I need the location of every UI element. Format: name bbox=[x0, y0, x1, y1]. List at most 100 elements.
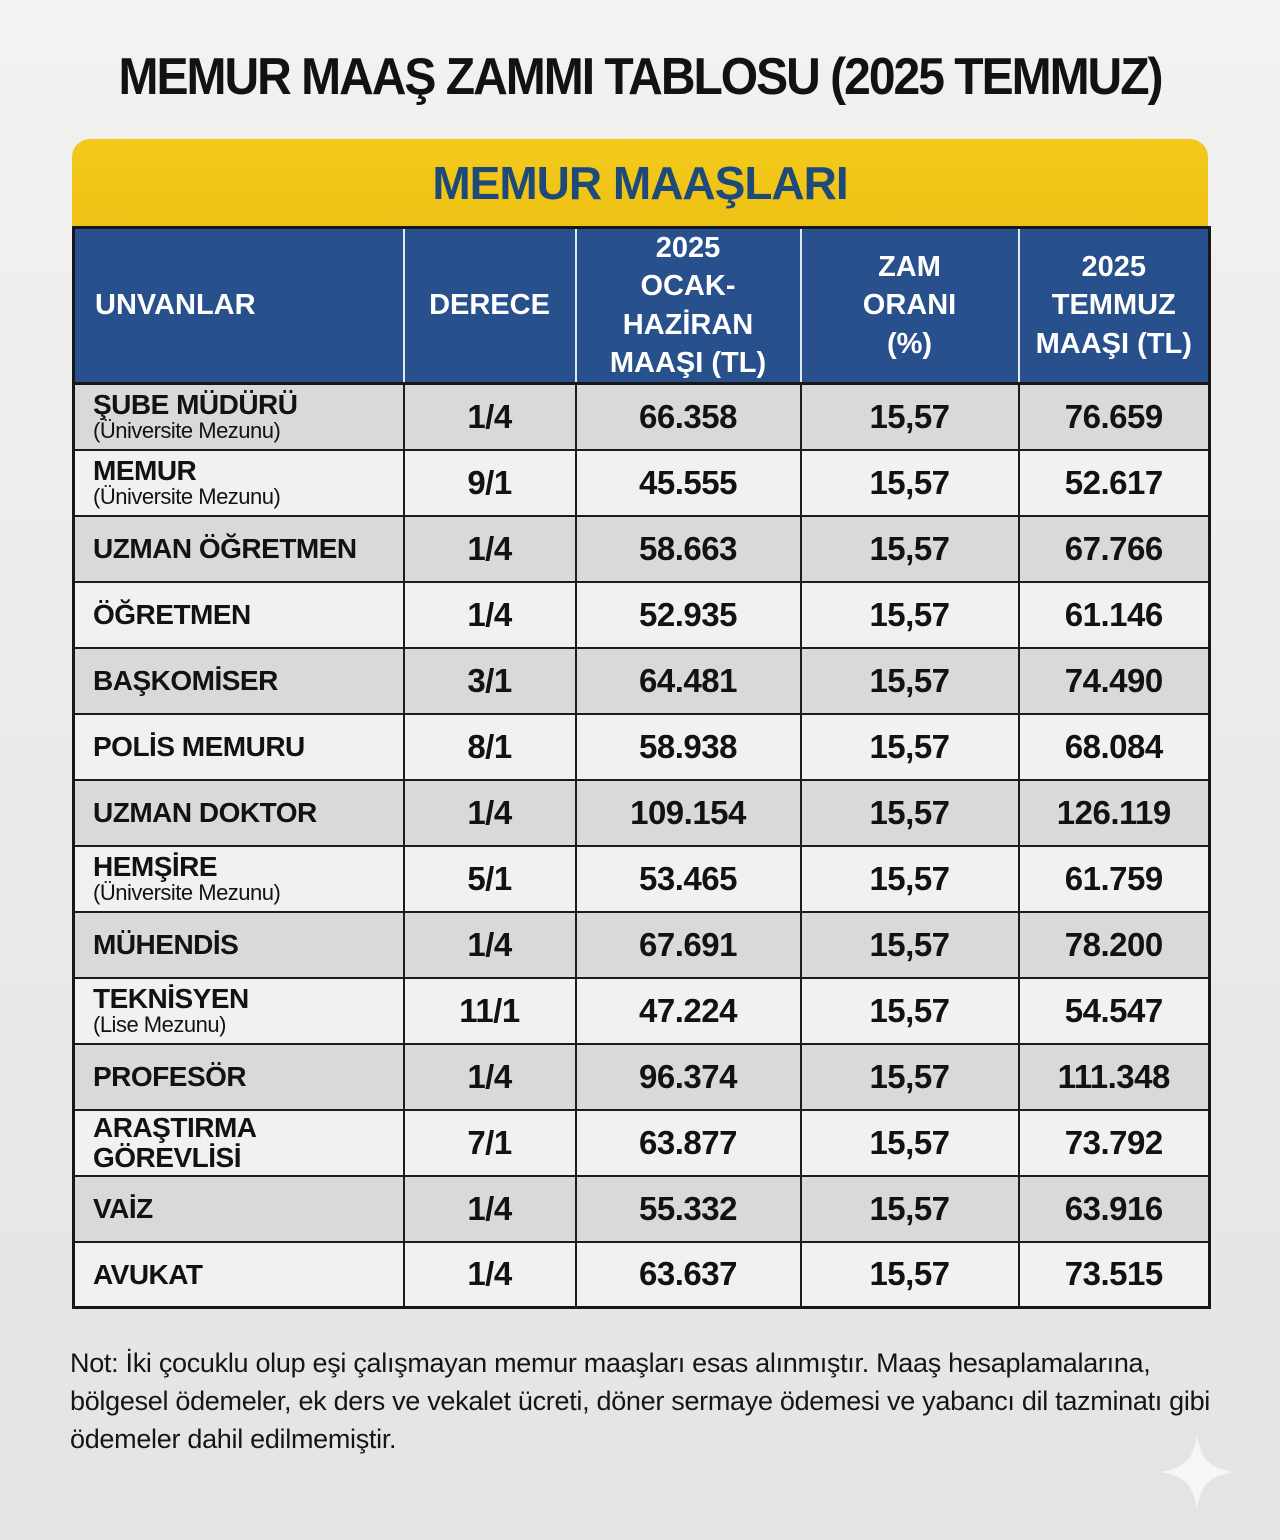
unvan-name: HEMŞİRE bbox=[93, 850, 218, 882]
header-unvanlar: UNVANLAR bbox=[73, 227, 404, 386]
cell-temmuz-maasi: 126.119 bbox=[1017, 778, 1211, 847]
cell-derece: 1/4 bbox=[402, 382, 577, 451]
cell-ocak-haziran-maasi: 58.938 bbox=[574, 712, 802, 781]
cell-ocak-haziran-maasi: 63.637 bbox=[574, 1240, 802, 1309]
cell-derece: 1/4 bbox=[402, 910, 577, 979]
cell-unvan: ÖĞRETMEN bbox=[72, 580, 405, 649]
salary-table: UNVANLAR DERECE 2025 OCAK-HAZİRAN MAAŞI … bbox=[72, 226, 1211, 1310]
table-row: TEKNİSYEN (Lise Mezunu) 11/1 47.224 15,5… bbox=[72, 976, 1211, 1045]
unvan-name: AVUKAT bbox=[93, 1258, 203, 1290]
cell-ocak-haziran-maasi: 45.555 bbox=[574, 448, 802, 517]
cell-zam-orani: 15,57 bbox=[799, 1042, 1020, 1111]
table-row: AVUKAT 1/4 63.637 15,57 73.515 bbox=[72, 1240, 1211, 1309]
table-row: ÖĞRETMEN 1/4 52.935 15,57 61.146 bbox=[72, 580, 1211, 649]
cell-zam-orani: 15,57 bbox=[799, 382, 1020, 451]
cell-ocak-haziran-maasi: 109.154 bbox=[574, 778, 802, 847]
cell-ocak-haziran-maasi: 96.374 bbox=[574, 1042, 802, 1111]
cell-unvan: ŞUBE MÜDÜRÜ (Üniversite Mezunu) bbox=[72, 382, 405, 451]
cell-derece: 5/1 bbox=[402, 844, 577, 913]
unvan-name: ARAŞTIRMA GÖREVLİSİ bbox=[93, 1112, 256, 1173]
cell-zam-orani: 15,57 bbox=[799, 778, 1020, 847]
header-temmuz-maasi: 2025 TEMMUZ MAAŞI (TL) bbox=[1017, 227, 1210, 386]
cell-temmuz-maasi: 76.659 bbox=[1017, 382, 1211, 451]
cell-unvan: POLİS MEMURU bbox=[72, 712, 405, 781]
unvan-name: UZMAN ÖĞRETMEN bbox=[93, 532, 357, 564]
table-row: ARAŞTIRMA GÖREVLİSİ 7/1 63.877 15,57 73.… bbox=[72, 1108, 1211, 1177]
cell-derece: 1/4 bbox=[402, 1174, 577, 1243]
cell-ocak-haziran-maasi: 55.332 bbox=[574, 1174, 802, 1243]
cell-temmuz-maasi: 73.792 bbox=[1017, 1108, 1211, 1177]
table-row: MEMUR (Üniversite Mezunu) 9/1 45.555 15,… bbox=[72, 448, 1211, 517]
salary-card: MEMUR MAAŞLARI UNVANLAR DERECE 2025 OCAK… bbox=[72, 139, 1211, 1310]
cell-zam-orani: 15,57 bbox=[799, 712, 1020, 781]
cell-temmuz-maasi: 78.200 bbox=[1017, 910, 1211, 979]
table-row: UZMAN ÖĞRETMEN 1/4 58.663 15,57 67.766 bbox=[72, 514, 1211, 583]
cell-derece: 8/1 bbox=[402, 712, 577, 781]
cell-unvan: TEKNİSYEN (Lise Mezunu) bbox=[72, 976, 405, 1045]
header-derece: DERECE bbox=[402, 227, 576, 386]
sparkle-icon bbox=[1160, 1435, 1234, 1509]
cell-derece: 1/4 bbox=[402, 1042, 577, 1111]
table-row: BAŞKOMİSER 3/1 64.481 15,57 74.490 bbox=[72, 646, 1211, 715]
cell-temmuz-maasi: 74.490 bbox=[1017, 646, 1211, 715]
cell-ocak-haziran-maasi: 52.935 bbox=[574, 580, 802, 649]
unvan-name: POLİS MEMURU bbox=[93, 730, 305, 762]
table-header: UNVANLAR DERECE 2025 OCAK-HAZİRAN MAAŞI … bbox=[73, 227, 1210, 386]
cell-temmuz-maasi: 61.759 bbox=[1017, 844, 1211, 913]
cell-unvan: AVUKAT bbox=[72, 1240, 405, 1309]
cell-temmuz-maasi: 111.348 bbox=[1017, 1042, 1211, 1111]
cell-unvan: UZMAN DOKTOR bbox=[72, 778, 405, 847]
table-row: MÜHENDİS 1/4 67.691 15,57 78.200 bbox=[72, 910, 1211, 979]
cell-derece: 9/1 bbox=[402, 448, 577, 517]
cell-unvan: MEMUR (Üniversite Mezunu) bbox=[72, 448, 405, 517]
cell-unvan: VAİZ bbox=[72, 1174, 405, 1243]
card-banner-title: MEMUR MAAŞLARI bbox=[72, 139, 1208, 226]
table-row: ŞUBE MÜDÜRÜ (Üniversite Mezunu) 1/4 66.3… bbox=[72, 382, 1211, 451]
cell-zam-orani: 15,57 bbox=[799, 580, 1020, 649]
cell-zam-orani: 15,57 bbox=[799, 448, 1020, 517]
footnote: Not: İki çocuklu olup eşi çalışmayan mem… bbox=[70, 1348, 1211, 1454]
unvan-name: MEMUR bbox=[93, 454, 197, 486]
unvan-subtitle: (Lise Mezunu) bbox=[93, 1012, 226, 1038]
cell-unvan: PROFESÖR bbox=[72, 1042, 405, 1111]
cell-unvan: ARAŞTIRMA GÖREVLİSİ bbox=[72, 1108, 405, 1177]
cell-unvan: BAŞKOMİSER bbox=[72, 646, 405, 715]
cell-ocak-haziran-maasi: 64.481 bbox=[574, 646, 802, 715]
cell-temmuz-maasi: 52.617 bbox=[1017, 448, 1211, 517]
header-zam-orani: ZAM ORANI (%) bbox=[799, 227, 1019, 386]
cell-zam-orani: 15,57 bbox=[799, 844, 1020, 913]
page-title: MEMUR MAAŞ ZAMMI TABLOSU (2025 TEMMUZ) bbox=[118, 48, 1163, 106]
table-row: PROFESÖR 1/4 96.374 15,57 111.348 bbox=[72, 1042, 1211, 1111]
cell-temmuz-maasi: 63.916 bbox=[1017, 1174, 1211, 1243]
cell-temmuz-maasi: 68.084 bbox=[1017, 712, 1211, 781]
cell-ocak-haziran-maasi: 66.358 bbox=[574, 382, 802, 451]
table-row: HEMŞİRE (Üniversite Mezunu) 5/1 53.465 1… bbox=[72, 844, 1211, 913]
cell-derece: 1/4 bbox=[402, 778, 577, 847]
cell-unvan: HEMŞİRE (Üniversite Mezunu) bbox=[72, 844, 405, 913]
header-ocak-haziran-maasi: 2025 OCAK-HAZİRAN MAAŞI (TL) bbox=[574, 227, 801, 386]
unvan-name: ŞUBE MÜDÜRÜ bbox=[93, 389, 298, 421]
cell-temmuz-maasi: 67.766 bbox=[1017, 514, 1211, 583]
cell-zam-orani: 15,57 bbox=[799, 1108, 1020, 1177]
table-row: POLİS MEMURU 8/1 58.938 15,57 68.084 bbox=[72, 712, 1211, 781]
cell-ocak-haziran-maasi: 53.465 bbox=[574, 844, 802, 913]
cell-temmuz-maasi: 61.146 bbox=[1017, 580, 1211, 649]
table-row: UZMAN DOKTOR 1/4 109.154 15,57 126.119 bbox=[72, 778, 1211, 847]
cell-unvan: MÜHENDİS bbox=[72, 910, 405, 979]
unvan-name: ÖĞRETMEN bbox=[93, 598, 251, 630]
unvan-name: MÜHENDİS bbox=[93, 928, 239, 960]
table-row: VAİZ 1/4 55.332 15,57 63.916 bbox=[72, 1174, 1211, 1243]
cell-derece: 3/1 bbox=[402, 646, 577, 715]
unvan-name: TEKNİSYEN bbox=[93, 982, 249, 1014]
cell-derece: 1/4 bbox=[402, 580, 577, 649]
cell-zam-orani: 15,57 bbox=[799, 1174, 1020, 1243]
cell-zam-orani: 15,57 bbox=[799, 514, 1020, 583]
cell-ocak-haziran-maasi: 63.877 bbox=[574, 1108, 802, 1177]
cell-derece: 7/1 bbox=[402, 1108, 577, 1177]
cell-unvan: UZMAN ÖĞRETMEN bbox=[72, 514, 405, 583]
cell-ocak-haziran-maasi: 67.691 bbox=[574, 910, 802, 979]
unvan-subtitle: (Üniversite Mezunu) bbox=[93, 484, 281, 510]
cell-derece: 1/4 bbox=[402, 514, 577, 583]
unvan-subtitle: (Üniversite Mezunu) bbox=[93, 418, 281, 444]
